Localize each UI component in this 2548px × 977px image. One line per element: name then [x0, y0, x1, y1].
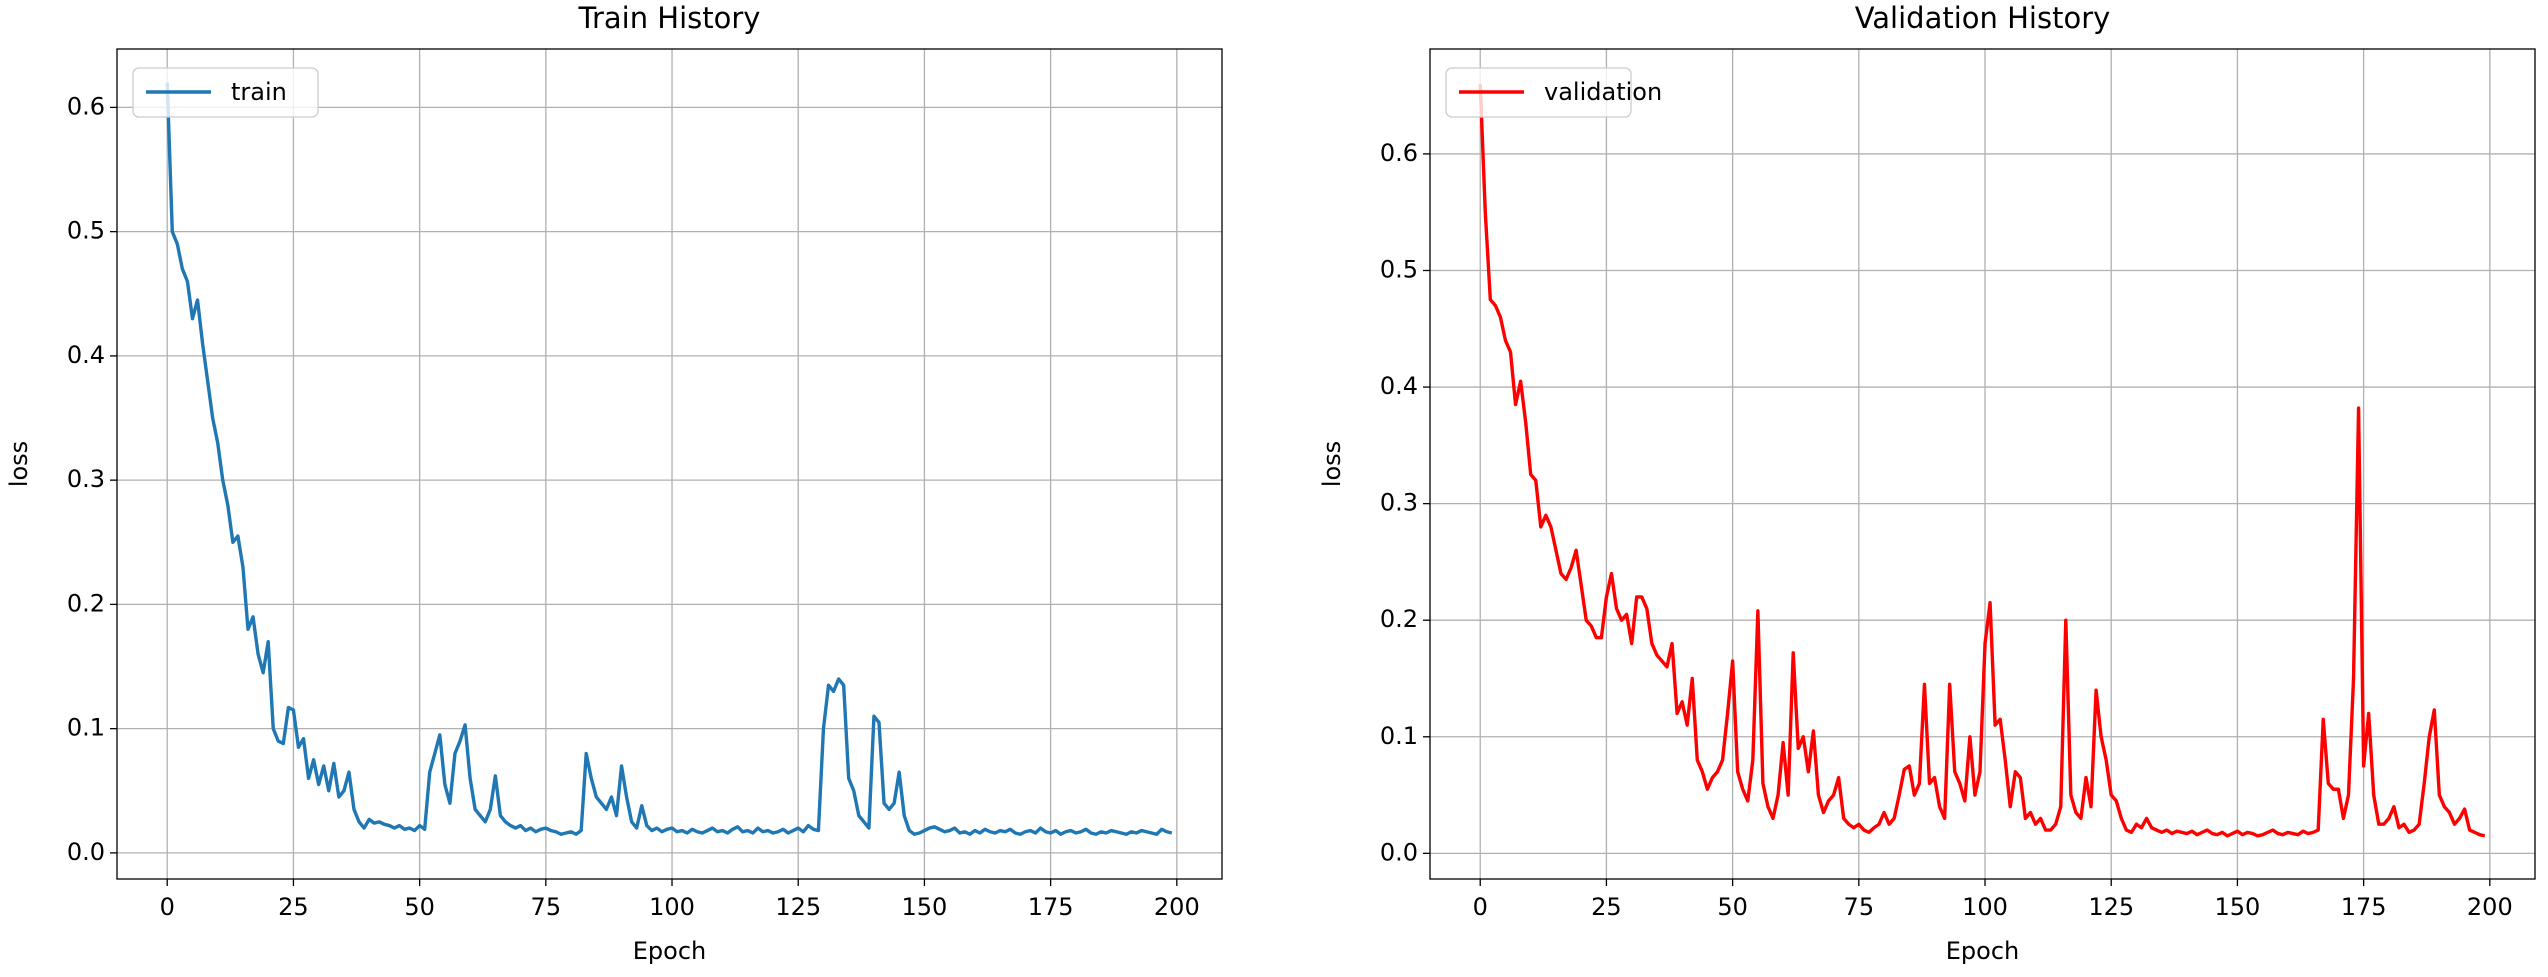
x-tick-label: 200: [2467, 893, 2513, 921]
y-tick-label: 0.5: [67, 217, 105, 245]
y-tick-label: 0.3: [67, 465, 105, 493]
x-tick-label: 75: [531, 893, 562, 921]
x-tick-label: 175: [1028, 893, 1074, 921]
legend-label: train: [231, 78, 287, 106]
x-tick-label: 25: [1591, 893, 1622, 921]
x-axis-label: Epoch: [633, 937, 707, 965]
axes-frame: [116, 48, 1223, 880]
y-tick-label: 0.0: [1380, 838, 1418, 866]
y-tick-label: 0.1: [1380, 722, 1418, 750]
x-tick-label: 100: [1962, 893, 2008, 921]
legend-box: [1445, 67, 1632, 118]
line-series: [1478, 83, 2486, 838]
x-tick-label: 125: [775, 893, 821, 921]
x-tick-label: 25: [278, 893, 309, 921]
axes-frame: [1429, 48, 2536, 880]
x-tick-label: 200: [1154, 893, 1200, 921]
y-tick-label: 0.4: [67, 341, 105, 369]
y-tick-label: 0.0: [67, 838, 105, 866]
x-tick-label: 50: [1717, 893, 1748, 921]
legend-label: validation: [1544, 78, 1662, 106]
x-tick-label: 50: [404, 893, 435, 921]
y-tick-label: 0.6: [67, 92, 105, 120]
y-axis-label: loss: [5, 441, 33, 487]
y-tick-label: 0.1: [67, 714, 105, 742]
x-tick-label: 75: [1844, 893, 1875, 921]
chart-title: Validation History: [1855, 1, 2111, 35]
y-tick-label: 0.2: [67, 589, 105, 617]
y-tick-label: 0.4: [1380, 372, 1418, 400]
y-tick-label: 0.5: [1380, 255, 1418, 283]
line-series: [165, 82, 1173, 836]
chart-title: Train History: [578, 1, 761, 35]
y-tick-label: 0.3: [1380, 489, 1418, 517]
legend-box: [132, 67, 319, 118]
x-tick-label: 100: [649, 893, 695, 921]
x-tick-label: 175: [2341, 893, 2387, 921]
x-tick-label: 0: [160, 893, 175, 921]
x-tick-label: 0: [1473, 893, 1488, 921]
x-axis-label: Epoch: [1946, 937, 2020, 965]
y-tick-label: 0.2: [1380, 605, 1418, 633]
y-axis-label: loss: [1318, 441, 1346, 487]
x-tick-label: 150: [2215, 893, 2261, 921]
x-tick-label: 150: [902, 893, 948, 921]
x-tick-label: 125: [2088, 893, 2134, 921]
y-tick-label: 0.6: [1380, 139, 1418, 167]
